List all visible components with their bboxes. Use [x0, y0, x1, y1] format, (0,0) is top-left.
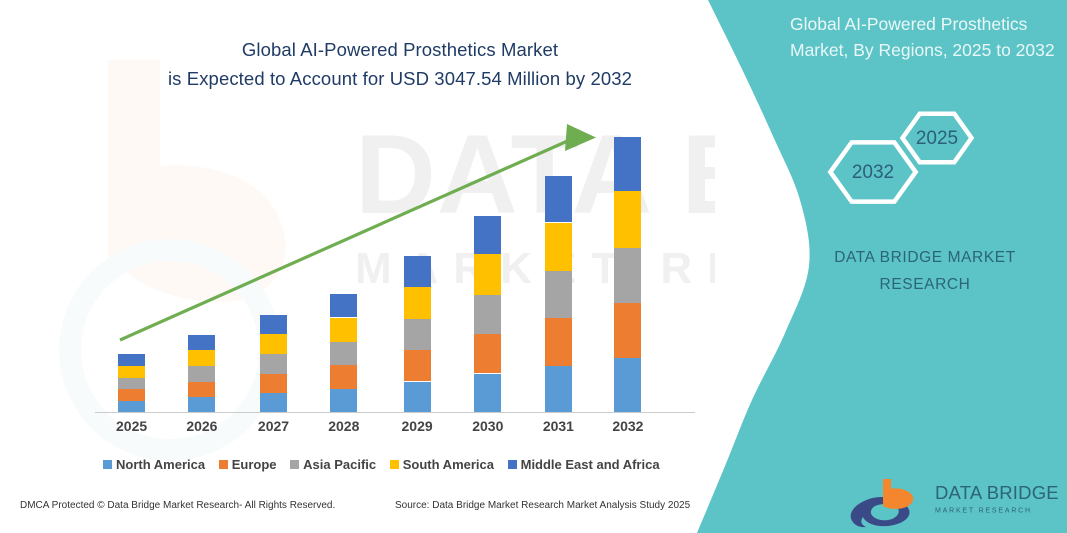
- svg-text:DATA BRIDGE: DATA BRIDGE: [935, 482, 1059, 503]
- svg-text:MARKET RESEARCH: MARKET RESEARCH: [935, 508, 1032, 515]
